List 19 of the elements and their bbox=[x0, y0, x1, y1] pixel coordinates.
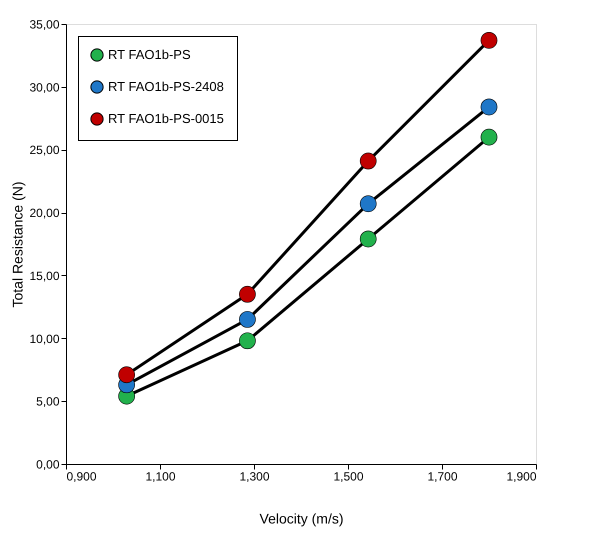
x-tick-label: 1,100 bbox=[145, 470, 176, 484]
y-axis-title: Total Resistance (N) bbox=[9, 181, 26, 308]
y-tick-label: 35,00 bbox=[29, 18, 60, 32]
legend-label: RT FAO1b-PS-0015 bbox=[108, 111, 224, 126]
x-tick-label: 1,900 bbox=[506, 470, 537, 484]
y-tick-label: 0,00 bbox=[36, 458, 60, 472]
x-tick-label: 0,900 bbox=[66, 470, 97, 484]
legend-label: RT FAO1b-PS bbox=[108, 47, 191, 62]
y-tick-label: 10,00 bbox=[29, 332, 60, 346]
y-tick-label: 30,00 bbox=[29, 80, 60, 94]
y-tick-label: 15,00 bbox=[29, 268, 60, 283]
x-axis-title: Velocity (m/s) bbox=[259, 510, 344, 526]
y-tick-label: 5,00 bbox=[36, 394, 60, 409]
x-tick-label: 1,300 bbox=[239, 470, 270, 484]
x-tick-label: 1,500 bbox=[333, 470, 364, 484]
y-tick-label: 20,00 bbox=[29, 206, 60, 220]
x-tick-label: 1,700 bbox=[427, 470, 458, 484]
legend-label: RT FAO1b-PS-2408 bbox=[108, 79, 224, 94]
y-tick-label: 25,00 bbox=[29, 143, 60, 158]
